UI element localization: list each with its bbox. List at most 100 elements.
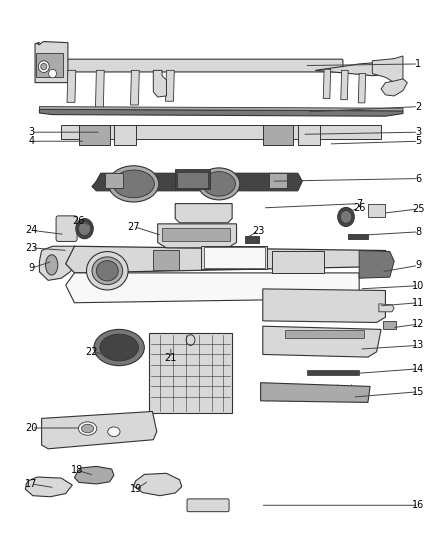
FancyBboxPatch shape	[187, 499, 229, 512]
Polygon shape	[149, 333, 232, 413]
Ellipse shape	[46, 255, 58, 275]
Polygon shape	[39, 246, 83, 280]
Bar	[285, 330, 364, 338]
Ellipse shape	[338, 207, 354, 227]
Text: 25: 25	[412, 204, 424, 214]
Text: 3: 3	[28, 127, 35, 137]
Text: 17: 17	[25, 479, 38, 489]
Polygon shape	[153, 70, 166, 97]
Bar	[162, 228, 230, 241]
Text: 22: 22	[86, 347, 98, 357]
Polygon shape	[263, 289, 385, 322]
Bar	[204, 247, 265, 268]
Polygon shape	[67, 70, 76, 102]
Text: 18: 18	[71, 465, 83, 475]
Text: 26: 26	[353, 203, 365, 213]
Text: 23: 23	[252, 226, 265, 236]
Text: 4: 4	[28, 136, 35, 146]
Ellipse shape	[78, 222, 91, 236]
Polygon shape	[39, 107, 403, 111]
Text: 11: 11	[412, 298, 424, 308]
Text: 9: 9	[415, 261, 421, 270]
Text: 13: 13	[412, 341, 424, 350]
Text: 24: 24	[25, 225, 38, 235]
Text: 5: 5	[415, 136, 421, 146]
Polygon shape	[166, 70, 174, 101]
Bar	[269, 173, 287, 188]
Ellipse shape	[49, 69, 57, 78]
Ellipse shape	[198, 168, 240, 200]
Polygon shape	[315, 59, 403, 76]
Polygon shape	[66, 273, 359, 303]
Bar	[272, 251, 324, 273]
Bar	[368, 204, 385, 217]
Ellipse shape	[41, 63, 47, 70]
Bar	[105, 173, 123, 188]
Text: 1: 1	[415, 59, 421, 69]
Bar	[61, 125, 381, 139]
Polygon shape	[359, 251, 394, 278]
Text: 14: 14	[412, 364, 424, 374]
Text: 27: 27	[127, 222, 140, 231]
Ellipse shape	[109, 166, 159, 202]
Text: 15: 15	[412, 387, 424, 397]
Text: 8: 8	[415, 227, 421, 237]
Polygon shape	[39, 109, 403, 116]
Text: 9: 9	[28, 263, 35, 273]
Ellipse shape	[76, 219, 93, 239]
Ellipse shape	[202, 172, 236, 196]
Polygon shape	[175, 204, 232, 223]
Polygon shape	[261, 383, 370, 402]
Text: 7: 7	[356, 199, 362, 208]
Text: 16: 16	[412, 500, 424, 510]
Text: 23: 23	[25, 243, 38, 253]
FancyBboxPatch shape	[42, 59, 343, 72]
Bar	[177, 172, 208, 188]
Ellipse shape	[94, 329, 145, 366]
Polygon shape	[379, 304, 394, 312]
Text: 20: 20	[25, 423, 38, 433]
Bar	[263, 125, 293, 145]
Bar	[175, 169, 210, 189]
Bar	[348, 234, 368, 239]
Polygon shape	[92, 173, 302, 191]
Ellipse shape	[39, 61, 49, 72]
Bar	[114, 125, 136, 145]
Text: 3: 3	[415, 127, 421, 137]
Polygon shape	[42, 411, 157, 449]
Polygon shape	[131, 70, 139, 105]
Polygon shape	[95, 70, 104, 108]
Ellipse shape	[92, 257, 123, 285]
Text: 26: 26	[72, 216, 84, 226]
Ellipse shape	[81, 424, 94, 433]
Bar	[307, 370, 359, 375]
Polygon shape	[372, 56, 403, 83]
Polygon shape	[25, 477, 72, 497]
Text: 6: 6	[415, 174, 421, 183]
Polygon shape	[263, 326, 381, 357]
Text: 2: 2	[415, 102, 421, 111]
Ellipse shape	[108, 427, 120, 437]
Bar	[245, 236, 259, 243]
Ellipse shape	[340, 211, 352, 223]
Ellipse shape	[78, 422, 97, 435]
Polygon shape	[158, 224, 237, 248]
Bar	[36, 53, 63, 77]
Bar	[298, 125, 320, 145]
Text: 10: 10	[412, 281, 424, 290]
Bar	[201, 246, 267, 269]
Text: 12: 12	[412, 319, 424, 329]
Bar	[79, 125, 110, 145]
Polygon shape	[341, 70, 348, 100]
Polygon shape	[74, 466, 114, 484]
Text: 19: 19	[130, 484, 142, 494]
Ellipse shape	[96, 261, 118, 281]
FancyBboxPatch shape	[56, 216, 77, 241]
Polygon shape	[35, 42, 68, 83]
Ellipse shape	[86, 252, 128, 290]
Polygon shape	[358, 74, 366, 103]
Polygon shape	[66, 246, 390, 273]
Ellipse shape	[113, 170, 154, 198]
Polygon shape	[134, 473, 182, 496]
Bar	[153, 250, 179, 270]
